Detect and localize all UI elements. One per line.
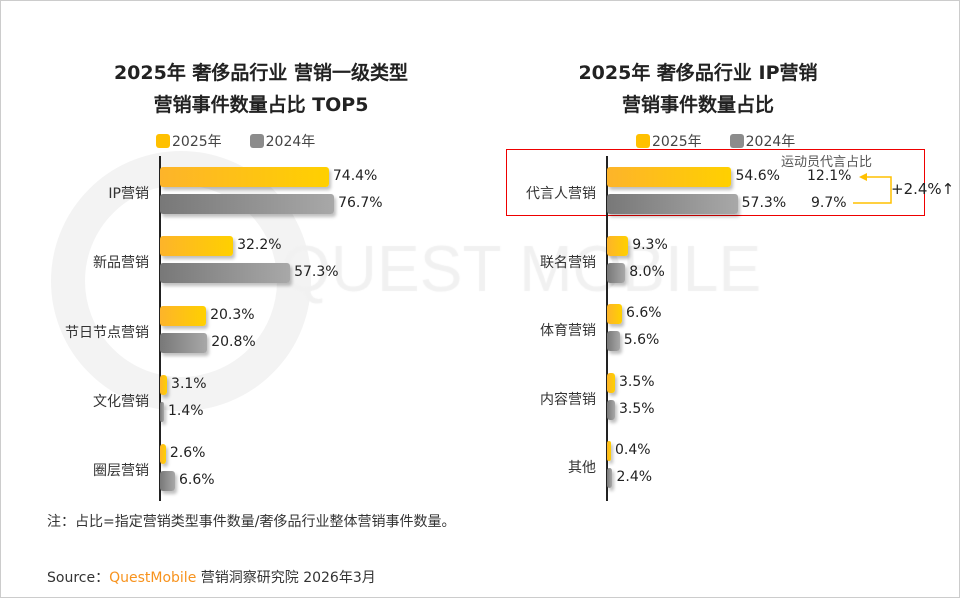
legend-left: 2025年 2024年	[156, 131, 315, 151]
bar-2025年	[160, 236, 234, 257]
legend-swatch	[636, 134, 650, 148]
bar-2024年	[607, 262, 626, 283]
subtitle: 营销事件数量占比 TOP5	[153, 94, 369, 116]
data-label: 9.3%	[632, 236, 668, 253]
bar-2025年	[607, 235, 629, 256]
data-label: 6.6%	[626, 305, 662, 321]
category-label: 文化营销	[93, 393, 149, 410]
source: Source：QuestMobile 营销洞察研究院 2026年3月	[47, 567, 376, 587]
legend-swatch	[156, 134, 170, 148]
change-arrow-icon	[853, 173, 892, 204]
data-label: 20.3%	[210, 306, 255, 323]
data-label: 8.0%	[629, 263, 665, 280]
chart-title-left: 2025年 奢侈品行业 营销一级类型 营销事件数量占比 TOP5	[61, 57, 461, 121]
data-label: 3.5%	[618, 400, 655, 417]
category-label: 节日节点营销	[65, 324, 149, 341]
category-label: 代言人营销	[526, 186, 596, 202]
title: 2025年 奢侈品行业 IP营销	[578, 62, 818, 84]
subtitle: 营销事件数量占比	[621, 94, 774, 116]
athlete-share-change: +2.4%↑	[891, 180, 955, 198]
data-label: 1.4%	[168, 402, 204, 419]
bar-2025年	[160, 444, 166, 465]
legend-2025: 2025年	[636, 131, 702, 151]
source-suffix: 营销洞察研究院 2026年3月	[196, 570, 376, 586]
title: 2025年 奢侈品行业 营销一级类型	[113, 62, 409, 84]
data-label: 54.6%	[735, 168, 780, 184]
category-label: 其他	[568, 460, 596, 476]
bar-2025年	[607, 167, 732, 187]
data-label: 32.2%	[237, 237, 282, 254]
legend-right: 2025年 2024年	[636, 131, 795, 151]
bar-2024年	[607, 331, 620, 351]
legend-label: 2024年	[745, 134, 796, 150]
data-label: 0.4%	[615, 442, 651, 458]
source-brand: QuestMobile	[109, 570, 197, 586]
legend-2025: 2025年	[156, 131, 222, 151]
legend-swatch	[249, 134, 264, 148]
legend-label: 2024年	[265, 134, 316, 150]
category-label: IP营销	[108, 186, 149, 202]
bar-2024年	[607, 399, 615, 420]
source-prefix: Source：	[47, 570, 110, 586]
data-label: 3.5%	[618, 373, 655, 390]
chart-title-right: 2025年 奢侈品行业 IP营销 营销事件数量占比	[498, 57, 898, 121]
bar-2025年	[160, 305, 207, 326]
bar-2025年	[160, 167, 329, 187]
data-label: 2.4%	[616, 469, 653, 485]
data-label: 3.1%	[171, 375, 207, 392]
highlight-box	[506, 149, 925, 216]
bar-2025年	[160, 374, 168, 395]
y-axis	[159, 156, 161, 501]
data-label: 6.6%	[178, 472, 215, 489]
category-label: 圈层营销	[93, 463, 149, 480]
category-label: 内容营销	[540, 391, 596, 408]
bar-2024年	[160, 194, 335, 214]
bar-2024年	[160, 332, 208, 353]
footnote: 注：占比=指定营销类型事件数量/奢侈品行业整体营销事件数量。	[47, 514, 456, 530]
athlete-share-2025: 12.1%	[807, 168, 852, 184]
bar-2024年	[607, 194, 738, 214]
bar-2024年	[160, 401, 164, 422]
y-axis	[606, 156, 608, 501]
legend-label: 2025年	[172, 134, 222, 150]
bar-2025年	[607, 441, 611, 461]
bar-2024年	[607, 468, 613, 488]
bar-2024年	[160, 263, 291, 284]
legend-swatch	[729, 134, 744, 148]
bar-2025年	[607, 304, 623, 324]
legend-2024: 2024年	[249, 131, 316, 151]
data-label: 2.6%	[169, 445, 206, 462]
data-label: 76.7%	[338, 195, 383, 211]
athlete-share-header: 运动员代言占比	[781, 155, 873, 170]
athlete-share-2024: 9.7%	[811, 195, 847, 211]
data-label: 57.3%	[294, 264, 339, 281]
legend-label: 2025年	[652, 134, 702, 150]
category-label: 联名营销	[540, 254, 596, 271]
data-label: 74.4%	[332, 168, 378, 184]
data-label: 20.8%	[211, 333, 256, 350]
category-label: 体育营销	[540, 323, 596, 339]
legend-2024: 2024年	[729, 131, 796, 151]
data-label: 5.6%	[623, 332, 660, 348]
category-label: 新品营销	[93, 255, 149, 272]
bar-2024年	[160, 471, 175, 492]
bar-2025年	[607, 372, 615, 393]
data-label: 57.3%	[741, 195, 787, 211]
